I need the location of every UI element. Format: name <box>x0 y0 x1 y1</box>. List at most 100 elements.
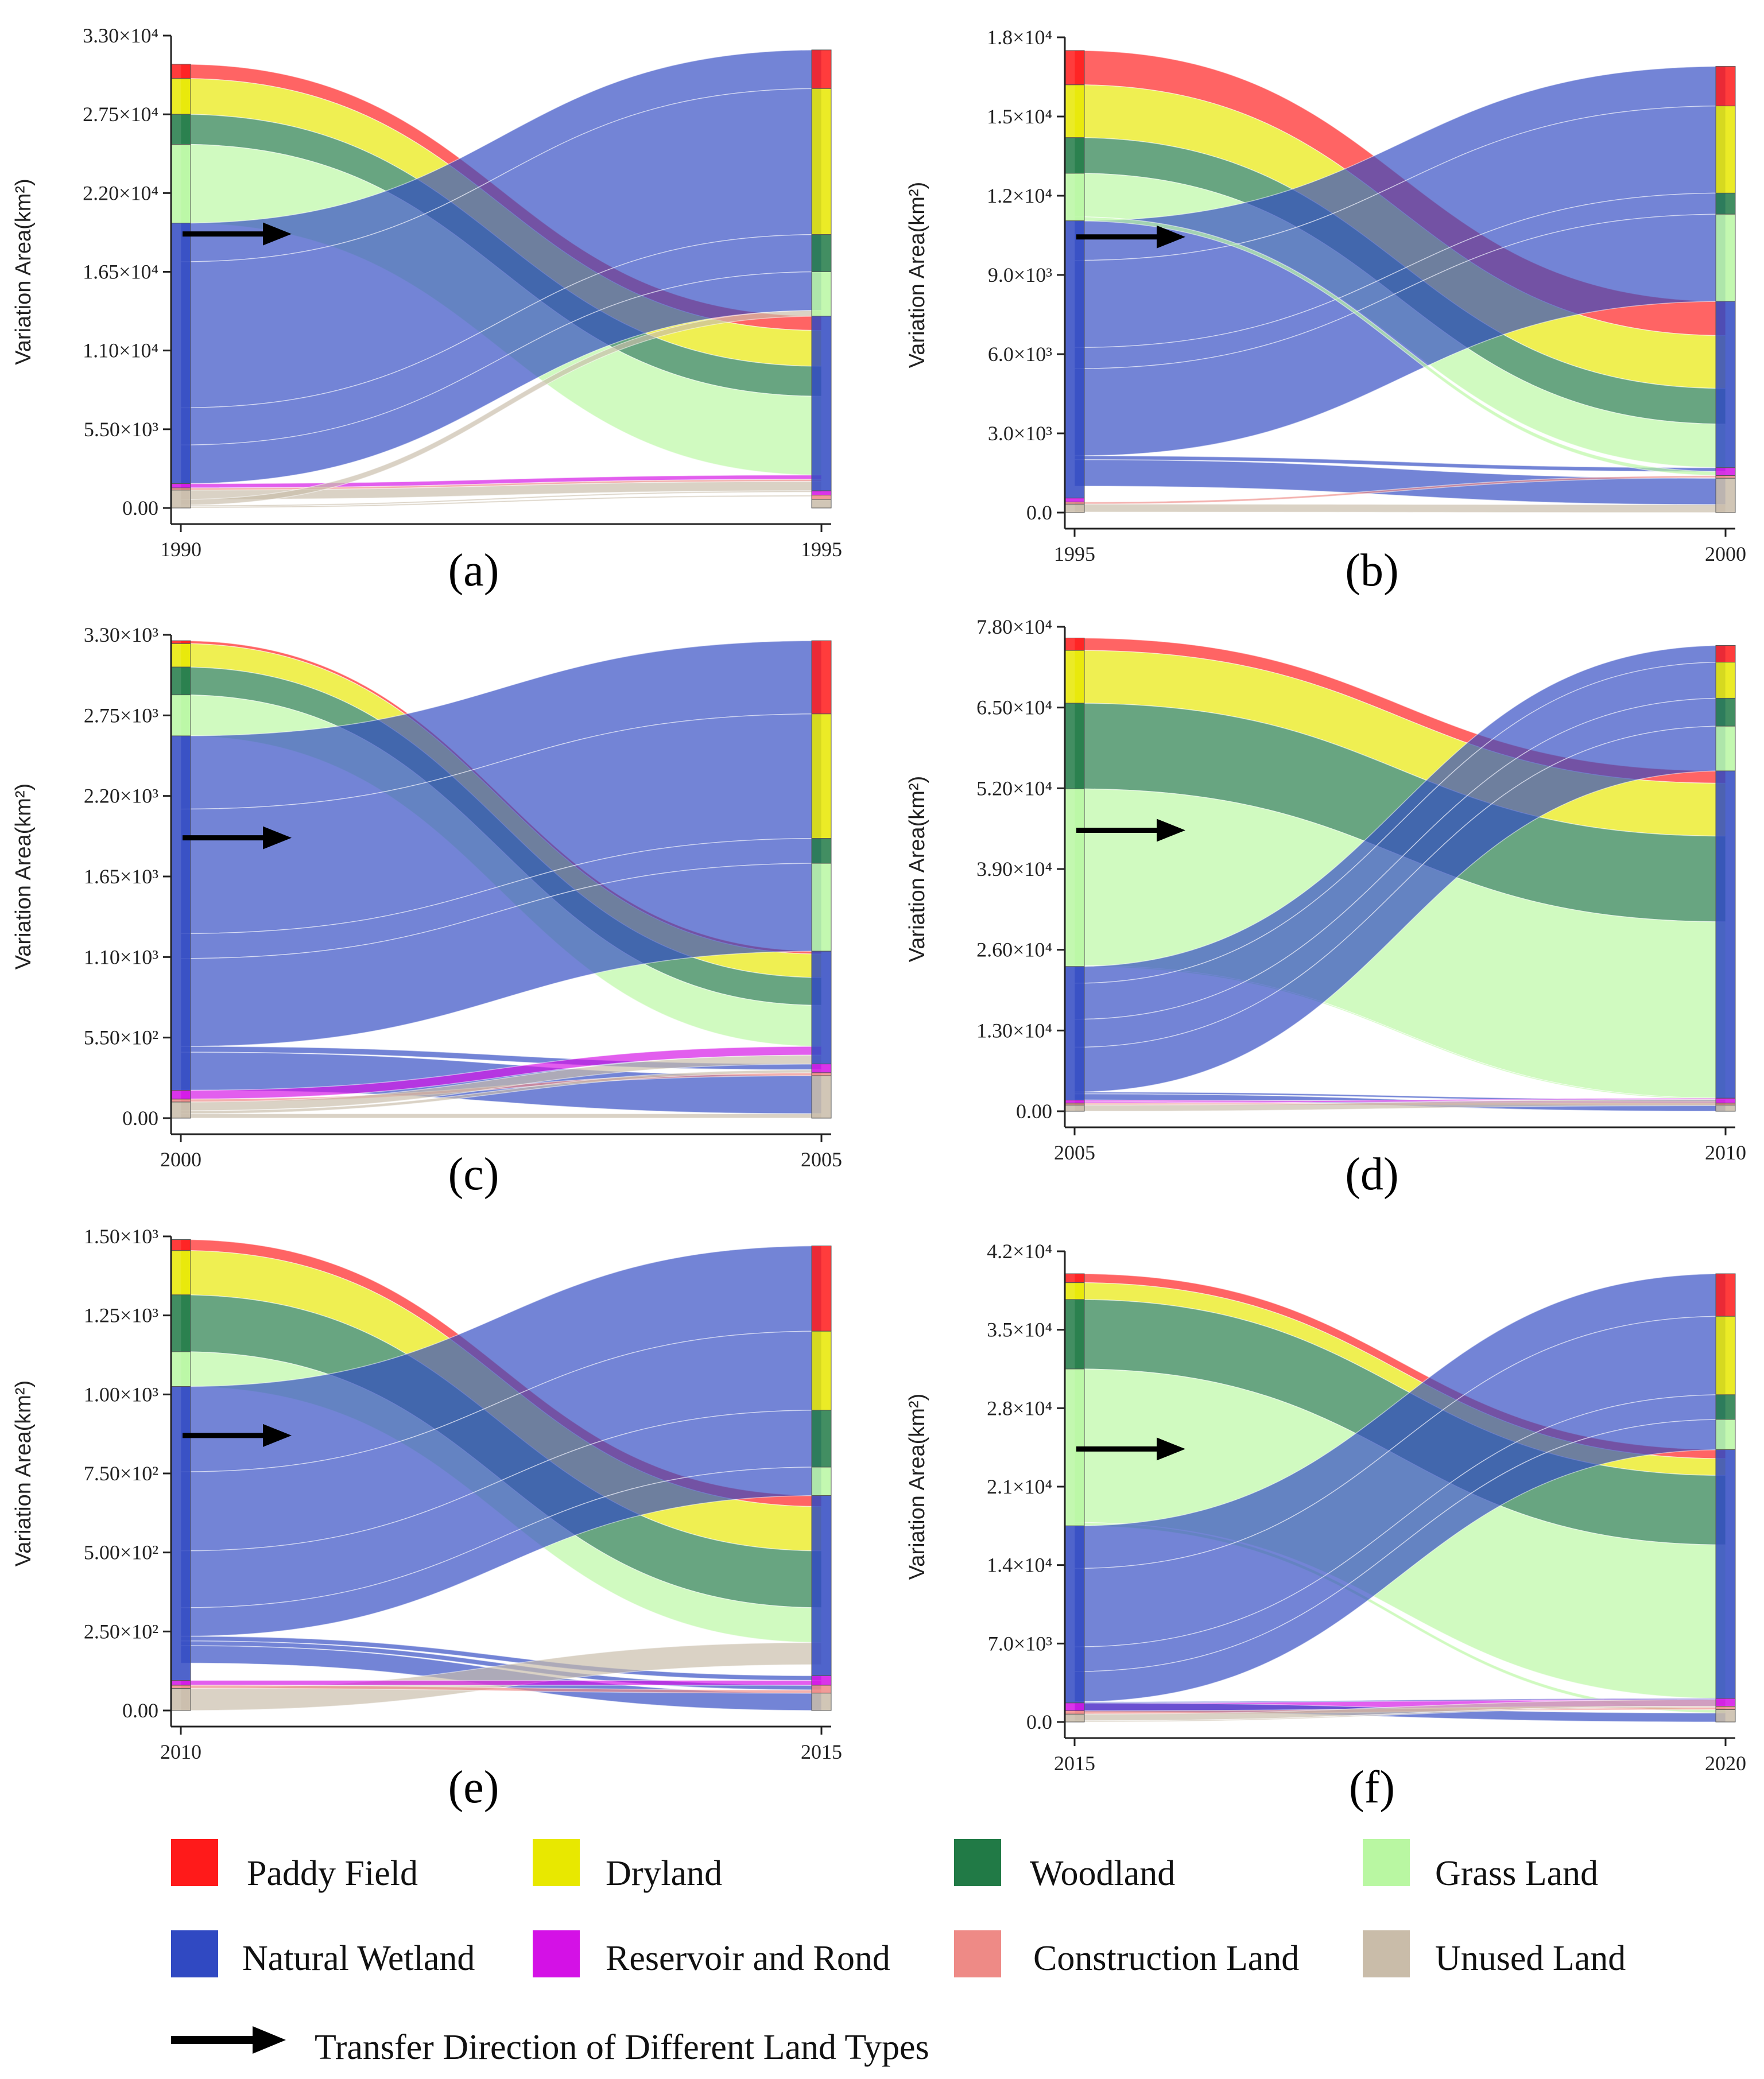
legend-arrow-icon <box>171 2026 286 2054</box>
node-left-woodland <box>1064 1299 1085 1370</box>
node-right-natural-wetland <box>1715 770 1736 1099</box>
y-axis-label: Variation Area(km²) <box>905 776 929 963</box>
x-tick-label-start: 2010 <box>160 1740 201 1763</box>
y-tick-label: 7.0×10³ <box>988 1632 1052 1655</box>
flows <box>180 640 822 1119</box>
node-right-construction-land <box>1715 475 1736 479</box>
y-tick-label: 2.1×10⁴ <box>987 1475 1052 1498</box>
panel-5: 0.00 2.50×10² 5.00×10² 7.50×10² 1.00×10³ 1.25… <box>11 1225 842 1813</box>
node-left-dryland <box>170 1250 191 1296</box>
legend-label-paddy-field: Paddy Field <box>247 1854 418 1893</box>
node-right-paddy-field <box>1715 1273 1736 1317</box>
node-right-paddy-field <box>1715 66 1736 107</box>
flows <box>1074 1273 1726 1723</box>
node-right-natural-wetland <box>1715 1449 1736 1699</box>
transfer-arrow-icon <box>1076 819 1185 842</box>
node-left-woodland <box>1064 703 1085 789</box>
nodes <box>170 640 832 1119</box>
node-left-grass-land <box>170 144 191 224</box>
y-tick-label: 1.10×10⁴ <box>83 339 158 362</box>
node-right-unused-land <box>1715 1709 1736 1723</box>
node-left-natural-wetland <box>1064 966 1085 1101</box>
legend-label-natural-wetland: Natural Wetland <box>242 1939 475 1978</box>
x-tick-label-start: 2000 <box>160 1148 201 1171</box>
node-left-woodland <box>170 1294 191 1352</box>
node-left-construction-land <box>170 487 191 491</box>
legend-label-woodland: Woodland <box>1030 1854 1175 1893</box>
x-tick-label-start: 1995 <box>1054 542 1095 565</box>
axes: 0.00 2.50×10² 5.00×10² 7.50×10² 1.00×10³ 1.25… <box>11 1225 842 1763</box>
node-right-natural-wetland <box>811 1495 832 1676</box>
node-right-reservoir-and-rond <box>811 1675 832 1686</box>
node-left-paddy-field <box>170 640 191 644</box>
y-tick-label: 0.00 <box>122 1107 158 1130</box>
x-tick-label-end: 2010 <box>1705 1141 1746 1164</box>
node-left-grass-land <box>1064 173 1085 222</box>
node-right-woodland <box>1715 192 1736 215</box>
node-left-natural-wetland <box>170 1386 191 1681</box>
x-tick-label-end: 2020 <box>1705 1752 1746 1775</box>
legend-label-reservoir: Reservoir and Rond <box>606 1939 890 1978</box>
node-right-natural-wetland <box>811 951 832 1065</box>
panel-4: 0.00 1.30×10⁴ 2.60×10⁴ 3.90×10⁴ 5.20×10⁴ 6.50… <box>905 615 1746 1200</box>
node-left-dryland <box>170 78 191 115</box>
node-left-reservoir-and-rond <box>1064 1100 1085 1104</box>
node-right-unused-land <box>1715 478 1736 513</box>
transfer-arrow-icon <box>183 1424 292 1447</box>
node-left-paddy-field <box>170 1239 191 1251</box>
legend-swatch-woodland <box>954 1839 1001 1886</box>
flows <box>180 1239 822 1711</box>
y-tick-label: 0.0 <box>1026 501 1052 524</box>
node-left-reservoir-and-rond <box>170 483 191 488</box>
node-right-woodland <box>1715 1394 1736 1420</box>
axes: 0.0 3.0×10³ 6.0×10³ 9.0×10³ 1.2×10⁴ 1.5×10⁴ 1.… <box>905 26 1746 565</box>
y-tick-label: 2.20×10³ <box>84 785 158 808</box>
flow-reservoir-and-rond-to-reservoir-and-rond <box>180 1680 822 1686</box>
node-left-dryland <box>1064 650 1085 704</box>
nodes <box>1064 50 1736 513</box>
flow-unused-land-to-unused-land <box>1074 503 1726 513</box>
transfer-arrow-icon <box>183 826 292 850</box>
panel-2: 0.0 3.0×10³ 6.0×10³ 9.0×10³ 1.2×10⁴ 1.5×10⁴ 1.… <box>905 26 1746 596</box>
node-right-woodland <box>1715 697 1736 727</box>
node-left-dryland <box>1064 84 1085 138</box>
y-axis-label: Variation Area(km²) <box>905 182 929 369</box>
legend: Paddy Field Dryland Woodland Grass Land … <box>171 1839 1626 2067</box>
panel-letter: (c) <box>448 1149 499 1200</box>
node-left-unused-land <box>170 490 191 509</box>
node-left-paddy-field <box>1064 1273 1085 1283</box>
x-tick-label-end: 2000 <box>1705 542 1746 565</box>
panel-letter: (e) <box>448 1762 499 1813</box>
y-tick-label: 2.50×10² <box>84 1620 158 1643</box>
y-tick-label: 2.75×10⁴ <box>83 103 158 126</box>
y-tick-label: 0.00 <box>122 497 158 519</box>
panel-6: 0.0 7.0×10³ 1.4×10⁴ 2.1×10⁴ 2.8×10⁴ 3.5×10⁴ 4.… <box>905 1240 1746 1813</box>
node-right-unused-land <box>811 1075 832 1119</box>
x-tick-label-start: 2015 <box>1054 1752 1095 1775</box>
node-left-unused-land <box>1064 1104 1085 1112</box>
node-right-dryland <box>1715 1316 1736 1395</box>
y-tick-label: 2.8×10⁴ <box>987 1397 1052 1419</box>
y-tick-label: 1.8×10⁴ <box>987 26 1052 49</box>
y-tick-label: 5.50×10² <box>84 1026 158 1049</box>
node-right-paddy-field <box>1715 645 1736 663</box>
node-left-construction-land <box>1064 502 1085 505</box>
node-right-grass-land <box>1715 1419 1736 1450</box>
legend-swatch-natural-wetland <box>171 1930 218 1977</box>
panel-letter: (b) <box>1345 545 1398 596</box>
y-axis-label: Variation Area(km²) <box>11 179 36 365</box>
legend-label-dryland: Dryland <box>606 1854 722 1893</box>
legend-swatch-dryland <box>533 1839 580 1886</box>
node-right-grass-land <box>811 863 832 952</box>
y-tick-label: 5.00×10² <box>84 1541 158 1564</box>
y-tick-label: 3.0×10³ <box>988 422 1052 445</box>
y-tick-label: 7.80×10⁴ <box>976 615 1052 638</box>
y-tick-label: 1.65×10³ <box>84 865 158 888</box>
legend-swatch-reservoir <box>533 1930 580 1977</box>
node-left-construction-land <box>170 1099 191 1103</box>
node-right-woodland <box>811 838 832 864</box>
node-left-unused-land <box>1064 503 1085 513</box>
node-left-unused-land <box>1064 1713 1085 1723</box>
y-tick-label: 0.0 <box>1026 1710 1052 1733</box>
node-left-reservoir-and-rond <box>1064 1702 1085 1711</box>
